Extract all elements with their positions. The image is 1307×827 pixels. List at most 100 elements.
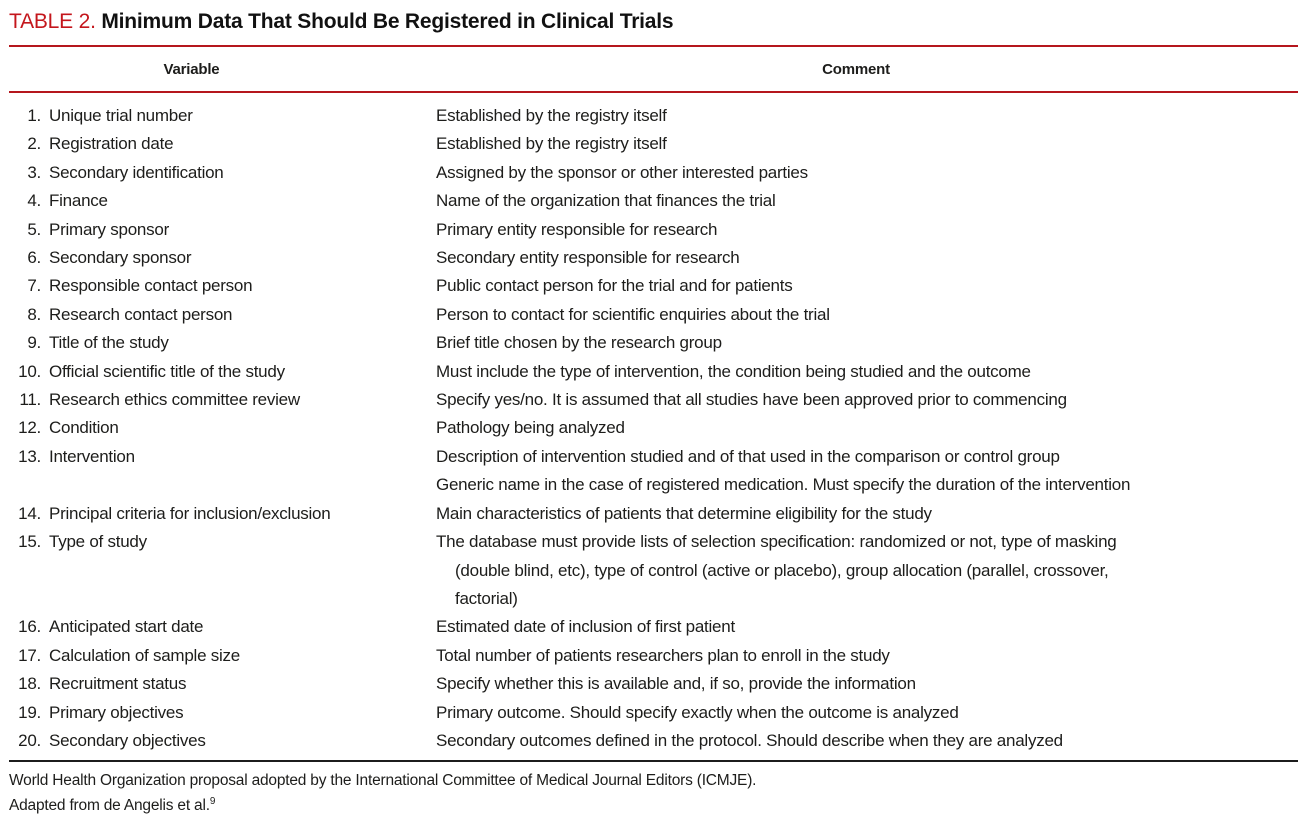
table-title: TABLE 2. Minimum Data That Should Be Reg… <box>9 10 1298 34</box>
comment-line: Secondary entity responsible for researc… <box>436 248 740 268</box>
table-number-label: TABLE 2. <box>9 10 96 33</box>
comment-line: factorial) <box>455 588 518 608</box>
row-variable: Condition <box>49 418 119 438</box>
comment-line: Total number of patients researchers pla… <box>436 645 890 665</box>
row-variable: Secondary objectives <box>49 730 206 750</box>
table-row: 9. Title of the study Brief title chosen b… <box>9 329 1298 357</box>
row-variable: Finance <box>49 191 108 211</box>
row-comment: Secondary outcomes defined in the protoc… <box>436 727 1298 755</box>
comment-line: Main characteristics of patients that de… <box>436 503 932 523</box>
row-comment: Total number of patients researchers pla… <box>436 642 1298 670</box>
comment-line: Name of the organization that finances t… <box>436 191 776 211</box>
table-row: 12. Condition Pathology being analyzed <box>9 414 1298 442</box>
row-comment: Public contact person for the trial and … <box>436 272 1298 300</box>
table-row: 13. Intervention Description of interventi… <box>9 443 1298 500</box>
row-comment: Established by the registry itself <box>436 102 1298 130</box>
row-number: 7. <box>27 276 41 296</box>
comment-line: The database must provide lists of selec… <box>436 532 1117 552</box>
row-comment: Assigned by the sponsor or other interes… <box>436 159 1298 187</box>
table-row: 17. Calculation of sample size Total numbe… <box>9 642 1298 670</box>
row-number: 8. <box>27 304 41 324</box>
comment-line: Specify yes/no. It is assumed that all s… <box>436 390 1067 410</box>
table-title-text: Minimum Data That Should Be Registered i… <box>101 10 674 33</box>
row-variable: Intervention <box>49 446 135 466</box>
comment-line: Primary entity responsible for research <box>436 219 718 239</box>
row-number: 5. <box>27 219 41 239</box>
table-row: 7. Responsible contact person Public conta… <box>9 272 1298 300</box>
row-variable: Official scientific title of the study <box>49 361 285 381</box>
comment-line: Person to contact for scientific enquiri… <box>436 304 830 324</box>
table-row: 16. Anticipated start date Estimated date … <box>9 613 1298 641</box>
comment-line: Estimated date of inclusion of first pat… <box>436 617 735 637</box>
comment-line: Specify whether this is available and, i… <box>436 674 916 694</box>
row-number: 12. <box>18 418 41 438</box>
row-variable: Secondary identification <box>49 162 224 182</box>
row-number: 15. <box>18 532 41 552</box>
table-row: 15. Type of study The database must provid… <box>9 528 1298 613</box>
comment-line: Pathology being analyzed <box>436 418 625 438</box>
row-variable: Unique trial number <box>49 106 193 125</box>
column-header-variable: Variable <box>163 60 220 78</box>
row-variable: Primary sponsor <box>49 219 170 239</box>
table-row: 20. Secondary objectives Secondary outcome… <box>9 727 1298 755</box>
row-comment: Established by the registry itself <box>436 130 1298 158</box>
row-number: 6. <box>27 248 41 268</box>
table-row: 19. Primary objectives Primary outcome. Sh… <box>9 699 1298 727</box>
table-row: 6. Secondary sponsor Secondary entity resp… <box>9 244 1298 272</box>
table-row: 5. Primary sponsor Primary entity responsi… <box>9 216 1298 244</box>
reference-superscript: 9 <box>209 795 216 807</box>
row-comment: Secondary entity responsible for researc… <box>436 244 1298 272</box>
row-variable: Registration date <box>49 134 174 154</box>
comment-line: Secondary outcomes defined in the protoc… <box>436 730 1063 750</box>
row-comment: Must include the type of intervention, t… <box>436 358 1298 386</box>
row-variable: Responsible contact person <box>49 276 253 296</box>
comment-line: Assigned by the sponsor or other interes… <box>436 162 808 182</box>
table-row: 14. Principal criteria for inclusion/excl… <box>9 500 1298 528</box>
row-comment: Primary entity responsible for research <box>436 216 1298 244</box>
row-number: 17. <box>18 645 41 665</box>
comment-line: Generic name in the case of registered m… <box>436 475 1131 495</box>
table-row: 8. Research contact person Person to conta… <box>9 301 1298 329</box>
table-row: 3. Secondary identification Assigned by th… <box>9 159 1298 187</box>
row-comment: Brief title chosen by the research group <box>436 329 1298 357</box>
row-number: 13. <box>18 446 41 466</box>
table-row: 1. Unique trial number Established by the … <box>9 102 1298 130</box>
row-number: 20. <box>18 730 41 750</box>
row-variable: Type of study <box>49 532 147 552</box>
row-number: 10. <box>18 361 41 381</box>
comment-line: Brief title chosen by the research group <box>436 333 722 353</box>
comment-line: Primary outcome. Should specify exactly … <box>436 702 959 722</box>
table-row: 11. Research ethics committee review Speci… <box>9 386 1298 414</box>
row-comment: Main characteristics of patients that de… <box>436 500 1298 528</box>
row-variable: Research contact person <box>49 304 233 324</box>
row-number: 3. <box>27 162 41 182</box>
column-header-comment: Comment <box>822 60 890 78</box>
row-number: 19. <box>18 702 41 722</box>
row-variable: Principal criteria for inclusion/exclusi… <box>49 503 331 523</box>
row-variable: Primary objectives <box>49 702 184 722</box>
footnote-source: World Health Organization proposal adopt… <box>9 772 757 790</box>
row-number: 1. <box>27 106 41 125</box>
row-variable: Secondary sponsor <box>49 248 192 268</box>
table-row: 4. Finance Name of the organization that f… <box>9 187 1298 215</box>
row-variable: Calculation of sample size <box>49 645 240 665</box>
row-number: 9. <box>27 333 41 353</box>
row-variable: Research ethics committee review <box>49 390 300 410</box>
row-comment: Estimated date of inclusion of first pat… <box>436 613 1298 641</box>
comment-line: Established by the registry itself <box>436 106 667 125</box>
row-number: 14. <box>18 503 41 523</box>
row-comment: Name of the organization that finances t… <box>436 187 1298 215</box>
table-row: 18. Recruitment status Specify whether thi… <box>9 670 1298 698</box>
column-header-row: Variable Comment <box>9 47 1298 91</box>
row-number: 18. <box>18 674 41 694</box>
row-variable: Title of the study <box>49 333 169 353</box>
row-number: 16. <box>18 617 41 637</box>
comment-line: (double blind, etc), type of control (ac… <box>455 560 1109 580</box>
comment-line: Established by the registry itself <box>436 134 667 154</box>
comment-line: Must include the type of intervention, t… <box>436 361 1031 381</box>
row-number: 11. <box>19 390 41 410</box>
row-number: 2. <box>27 134 41 154</box>
table-row: 2. Registration date Established by the re… <box>9 130 1298 158</box>
table-row: 10. Official scientific title of the stud… <box>9 358 1298 386</box>
